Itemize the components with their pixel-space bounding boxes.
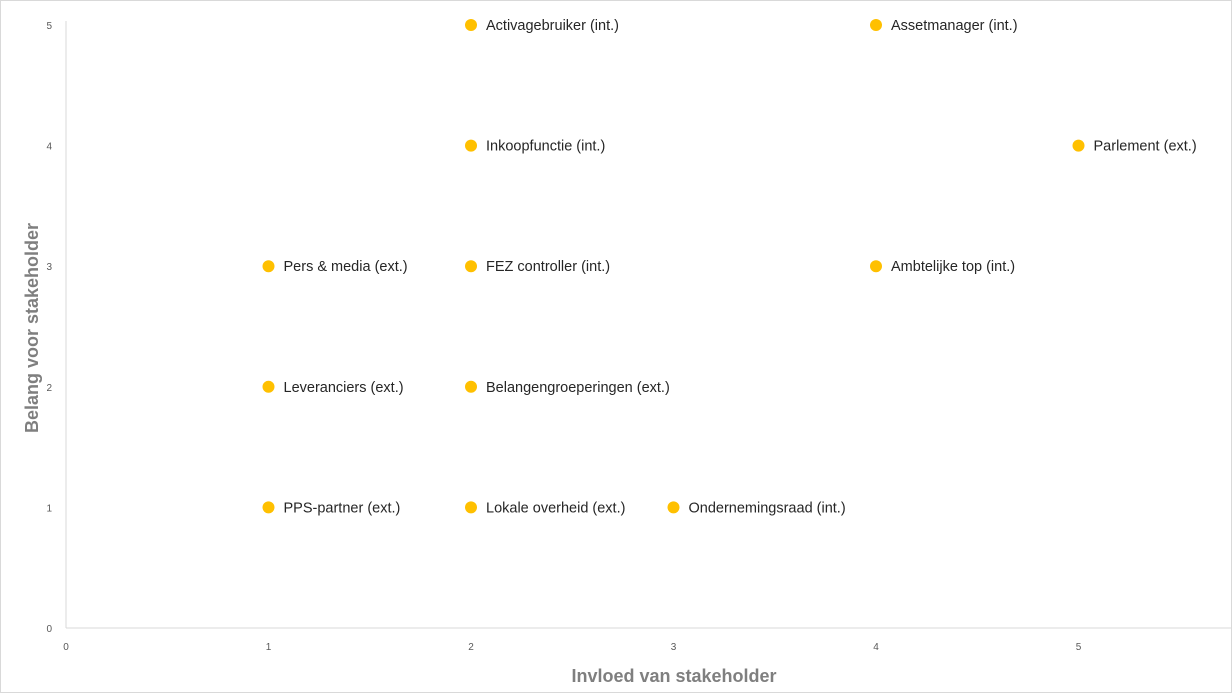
y-tick-label: 0: [46, 624, 52, 635]
data-label: Ondernemingsraad (int.): [689, 500, 846, 516]
data-label: Lokale overheid (ext.): [486, 500, 625, 516]
y-tick-label: 4: [46, 142, 52, 153]
axes: [65, 21, 1231, 629]
x-axis-title: Invloed van stakeholder: [571, 666, 776, 686]
data-label: Parlement (ext.): [1094, 139, 1197, 155]
data-label: PPS-partner (ext.): [284, 500, 401, 516]
data-point: [870, 19, 882, 31]
x-tick-label: 5: [1076, 642, 1082, 653]
data-label: Ambtelijke top (int.): [891, 259, 1015, 275]
x-tick-label: 4: [873, 642, 879, 653]
y-axis-title: Belang voor stakeholder: [22, 223, 42, 433]
data-point: [465, 260, 477, 273]
tick-labels: 0 1 2 3 4 5 0 1 2 3 4 5: [46, 21, 1081, 653]
data-point: [1072, 139, 1085, 152]
data-points: [262, 19, 1085, 514]
data-point: [465, 501, 477, 514]
data-label: Activagebruiker (int.): [486, 18, 619, 34]
data-point: [667, 501, 680, 514]
data-label: Pers & media (ext.): [284, 259, 408, 275]
data-point: [262, 380, 275, 393]
y-tick-label: 5: [46, 21, 52, 32]
data-point: [262, 260, 275, 273]
data-label: Belangengroeperingen (ext.): [486, 380, 670, 396]
data-point: [465, 139, 477, 152]
x-tick-label: 1: [266, 642, 272, 653]
y-tick-label: 3: [46, 262, 52, 273]
data-point: [870, 260, 882, 273]
data-point: [262, 501, 275, 514]
data-label: FEZ controller (int.): [486, 259, 610, 275]
y-tick-label: 1: [46, 503, 52, 514]
x-tick-label: 0: [63, 642, 69, 653]
x-tick-label: 2: [468, 642, 474, 653]
data-point: [465, 380, 477, 393]
data-labels: Activagebruiker (int.) Assetmanager (int.…: [284, 18, 1197, 516]
data-point: [465, 19, 477, 31]
x-tick-label: 3: [671, 642, 677, 653]
y-tick-label: 2: [46, 383, 52, 394]
data-label: Leveranciers (ext.): [284, 380, 404, 396]
data-label: Inkoopfunctie (int.): [486, 139, 605, 155]
data-label: Assetmanager (int.): [891, 18, 1018, 34]
